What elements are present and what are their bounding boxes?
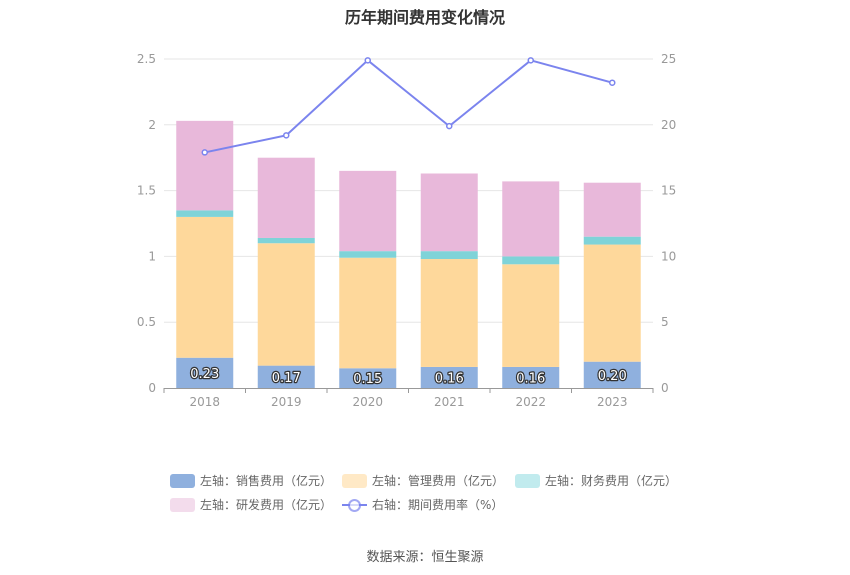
bar-data-label: 0.20 (598, 369, 627, 384)
legend-swatch-admin (342, 473, 367, 488)
bar-data-label: 0.15 (353, 372, 382, 387)
bar-segment (583, 361, 641, 388)
bar-segment (257, 243, 315, 366)
x-axis-tick-label: 2023 (597, 395, 628, 409)
left-axis-tick-label: 1.5 (137, 184, 156, 198)
legend-label-rd: 左轴：研发费用（亿元） (200, 498, 333, 512)
bar-segment (176, 210, 234, 217)
x-axis-tick-label: 2022 (515, 395, 546, 409)
rate-point (201, 149, 208, 156)
legend-swatch-sales (170, 473, 195, 488)
bar-segment (339, 368, 397, 388)
rate-line (204, 58, 613, 154)
bar-segment (502, 264, 560, 367)
bar-segment (420, 366, 478, 388)
bar-segment (420, 251, 478, 260)
bar-segment (176, 120, 234, 211)
right-axis-tick-label: 15 (661, 184, 676, 198)
bar-segment (257, 157, 315, 238)
legend-label-admin: 左轴：管理费用（亿元） (372, 474, 505, 488)
bar-segment (502, 366, 560, 388)
bar-segment (502, 256, 560, 265)
bar-segment (257, 365, 315, 388)
left-axis-tick-label: 1 (148, 249, 156, 263)
x-axis-tick-label: 2021 (434, 395, 465, 409)
bar-segment (176, 357, 234, 388)
bar-data-label: 0.17 (272, 371, 301, 386)
right-axis-tick-label: 20 (661, 118, 676, 132)
bar-segment (339, 251, 397, 258)
left-axis-tick-label: 2.5 (137, 52, 156, 66)
legend-label-finance: 左轴：财务费用（亿元） (545, 474, 678, 488)
chart-title: 历年期间费用变化情况 (344, 8, 505, 27)
legend-item-rd[interactable]: 左轴：研发费用（亿元） (170, 496, 332, 513)
bar-data-label: 0.16 (435, 371, 464, 386)
bar-segment (176, 216, 234, 358)
legend-item-finance[interactable]: 左轴：财务费用（亿元） (515, 472, 677, 489)
legend-label-sales: 左轴：销售费用（亿元） (200, 474, 333, 488)
legend-item-admin[interactable]: 左轴：管理费用（亿元） (342, 472, 504, 489)
x-axis-tick-label: 2018 (189, 395, 220, 409)
left-axis-tick-label: 0.5 (137, 315, 156, 329)
legend-swatch-rd (170, 497, 195, 512)
bar-segment (339, 170, 397, 252)
x-axis-tick-label: 2020 (352, 395, 383, 409)
rate-point (446, 122, 453, 130)
rate-point (283, 132, 290, 139)
bar-segment (583, 244, 641, 362)
legend-label-rate: 右轴：期间费用率（%） (372, 498, 504, 512)
bar-data-label: 0.23 (190, 367, 219, 382)
bar-segment (420, 259, 478, 367)
bar-data-label: 0.16 (516, 371, 545, 386)
bar-segment (583, 182, 641, 237)
right-axis-tick-label: 0 (661, 381, 669, 395)
left-axis-tick-label: 2 (148, 118, 156, 132)
bar-segment (502, 181, 560, 257)
x-axis-tick-label: 2019 (271, 395, 302, 409)
bar-segment (339, 257, 397, 369)
bar-segment (583, 236, 641, 245)
rate-point (609, 79, 616, 86)
legend-item-rate[interactable]: 右轴：期间费用率（%） (342, 496, 503, 513)
right-axis-tick-label: 25 (661, 52, 676, 66)
right-axis-tick-label: 5 (661, 315, 669, 329)
rate-point (364, 57, 371, 64)
data-source: 数据来源：恒生聚源 (366, 550, 484, 565)
bar-segment (420, 173, 478, 252)
legend-swatch-rate (342, 498, 367, 512)
rate-point (527, 57, 534, 64)
left-axis-tick-label: 0 (148, 381, 156, 395)
legend-swatch-finance (515, 473, 540, 488)
legend-item-sales[interactable]: 左轴：销售费用（亿元） (170, 472, 332, 489)
right-axis-tick-label: 10 (661, 249, 676, 263)
bar-segment (257, 237, 315, 244)
